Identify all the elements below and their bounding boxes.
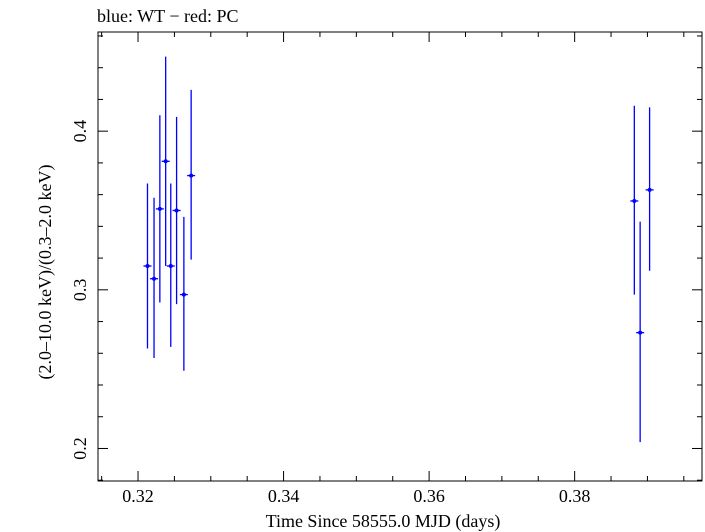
point-marker	[174, 208, 179, 213]
x-tick-label: 0.32	[122, 486, 154, 506]
point-marker	[638, 330, 643, 335]
point-marker	[632, 198, 637, 203]
data-point	[179, 216, 188, 371]
point-marker	[168, 264, 173, 269]
y-axis: 0.2 0.3 0.4	[70, 35, 702, 481]
data-points	[143, 56, 654, 443]
x-tick-label: 0.38	[559, 486, 591, 506]
data-point	[645, 107, 654, 271]
y-tick-label: 0.3	[70, 279, 90, 302]
point-marker	[181, 292, 186, 297]
data-point	[150, 197, 159, 359]
y-tick-label: 0.4	[70, 120, 90, 143]
point-marker	[157, 206, 162, 211]
point-marker	[145, 264, 150, 269]
point-marker	[163, 159, 168, 164]
data-point	[172, 116, 181, 305]
data-point	[166, 183, 175, 347]
y-tick-label: 0.2	[70, 437, 90, 460]
data-point	[161, 56, 170, 267]
point-marker	[647, 187, 652, 192]
point-marker	[152, 276, 157, 281]
point-marker	[189, 173, 194, 178]
x-axis-label: Time Since 58555.0 MJD (days)	[266, 511, 501, 532]
y-axis-label: (2.0–10.0 keV)/(0.3–2.0 keV)	[35, 165, 56, 380]
x-axis: 0.32 0.34 0.36 0.38	[101, 32, 685, 506]
data-point	[143, 183, 152, 349]
x-tick-label: 0.34	[268, 486, 300, 506]
data-point	[155, 115, 164, 303]
data-point	[630, 105, 639, 295]
data-point	[187, 89, 196, 260]
data-point	[636, 221, 645, 443]
chart-title: blue: WT − red: PC	[97, 6, 238, 26]
x-tick-label: 0.36	[413, 486, 445, 506]
plot-frame	[97, 31, 703, 482]
